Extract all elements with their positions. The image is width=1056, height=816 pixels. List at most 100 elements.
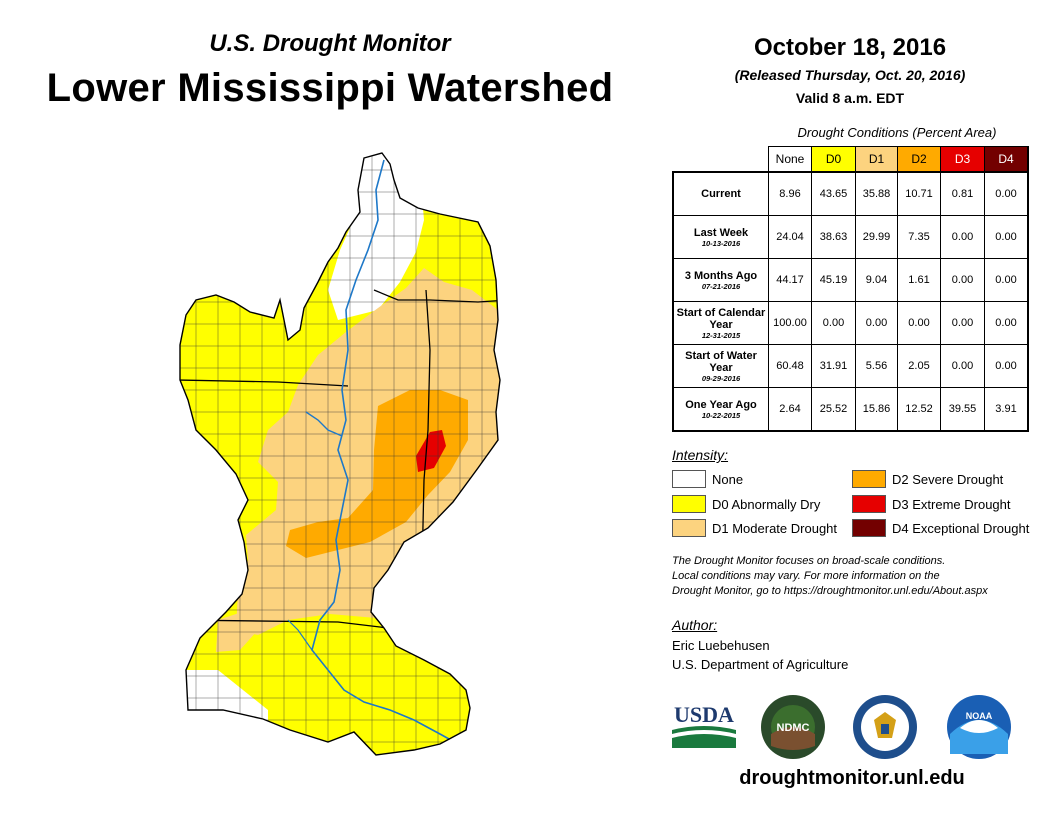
cell-d1: 5.56 (855, 344, 898, 388)
author-org: U.S. Department of Agriculture (672, 657, 849, 672)
row-label: 3 Months Ago 07-21-2016 (672, 258, 769, 302)
info-note: The Drought Monitor focuses on broad-sca… (672, 554, 1042, 599)
cell-d4: 0.00 (984, 301, 1029, 345)
cell-d0: 25.52 (811, 387, 856, 432)
legend-item-d2: D2 Severe Drought (852, 470, 1003, 488)
cell-d2: 1.61 (897, 258, 941, 302)
website-url: droughtmonitor.unl.edu (739, 767, 965, 789)
valid-time: Valid 8 a.m. EDT (795, 90, 905, 106)
arkansas-river (305, 411, 343, 437)
author-title: Author: (672, 617, 718, 633)
legend-title: Intensity: (672, 447, 729, 463)
cell-d4: 0.00 (984, 171, 1029, 216)
cell-d1: 15.86 (855, 387, 898, 432)
cell-d1: 9.04 (855, 258, 898, 302)
table-caption: Drought Conditions (Percent Area) (797, 125, 997, 140)
legend-swatch (852, 495, 886, 513)
cell-d1: 35.88 (855, 171, 898, 216)
col-d0: D0 (811, 146, 856, 173)
basin-outline (179, 152, 501, 756)
legend-item-none: None (672, 470, 743, 488)
table-row: One Year Ago 10-22-2015 2.64 25.52 15.86 … (672, 387, 1029, 432)
note-line: Local conditions may vary. For more info… (672, 570, 940, 582)
row-date: 10-13-2016 (701, 238, 741, 248)
row-label: Last Week 10-13-2016 (672, 215, 769, 259)
legend-swatch (672, 519, 706, 537)
cell-none: 100.00 (768, 301, 812, 345)
cell-none: 8.96 (768, 171, 812, 216)
cell-d1: 0.00 (855, 301, 898, 345)
legend-swatch (672, 495, 706, 513)
cell-none: 44.17 (768, 258, 812, 302)
note-line: Drought Monitor, go to https://droughtmo… (672, 585, 988, 597)
cell-d2: 12.52 (897, 387, 941, 432)
commerce-seal-icon (853, 695, 917, 759)
legend-label: D0 Abnormally Dry (712, 496, 821, 512)
map-subtitle: U.S. Drought Monitor (209, 30, 451, 57)
legend-label: D4 Exceptional Drought (892, 520, 1030, 536)
cell-d3: 0.00 (940, 301, 985, 345)
cell-d4: 0.00 (984, 215, 1029, 259)
svg-text:USDA: USDA (674, 702, 734, 727)
cell-d0: 0.00 (811, 301, 856, 345)
cell-d2: 2.05 (897, 344, 941, 388)
legend-label: D3 Extreme Drought (892, 496, 1011, 512)
row-date: 10-22-2015 (701, 410, 741, 420)
row-date: 12-31-2015 (701, 330, 741, 340)
d2-area (286, 390, 468, 558)
cell-d3: 0.81 (940, 171, 985, 216)
cell-d2: 7.35 (897, 215, 941, 259)
cell-none: 24.04 (768, 215, 812, 259)
ndmc-logo: NDMC (761, 695, 825, 759)
table-row: 3 Months Ago 07-21-2016 44.17 45.19 9.04 … (672, 258, 1029, 302)
cell-d3: 0.00 (940, 258, 985, 302)
table-row: Current 8.96 43.65 35.88 10.71 0.81 0.00 (672, 171, 1029, 216)
svg-text:NOAA: NOAA (966, 711, 993, 721)
row-label: Start of Water Year 09-29-2016 (672, 344, 769, 388)
legend-item-d3: D3 Extreme Drought (852, 495, 1011, 513)
table-corner (673, 146, 769, 173)
drought-stats-table: None D0 D1 D2 D3 D4 Current 8.96 43.65 3… (672, 146, 1029, 432)
cell-d3: 0.00 (940, 344, 985, 388)
note-line: The Drought Monitor focuses on broad-sca… (672, 555, 946, 567)
cell-d3: 39.55 (940, 387, 985, 432)
author-name: Eric Luebehusen (672, 638, 770, 653)
row-date: 07-21-2016 (701, 281, 741, 291)
d3-area (416, 430, 446, 472)
cell-none: 60.48 (768, 344, 812, 388)
legend-item-d4: D4 Exceptional Drought (852, 519, 1029, 537)
legend-label: D1 Moderate Drought (712, 520, 838, 536)
row-label: One Year Ago 10-22-2015 (672, 387, 769, 432)
map-date: October 18, 2016 (753, 34, 947, 61)
mississippi-river (311, 159, 475, 751)
cell-none: 2.64 (768, 387, 812, 432)
drought-map (179, 152, 501, 756)
col-d1: D1 (855, 146, 898, 173)
cell-d4: 0.00 (984, 258, 1029, 302)
cell-d2: 10.71 (897, 171, 941, 216)
col-none: None (768, 146, 812, 173)
row-label: Start of Calendar Year 12-31-2015 (672, 301, 769, 345)
cell-d4: 0.00 (984, 344, 1029, 388)
cell-d0: 43.65 (811, 171, 856, 216)
legend-swatch (852, 470, 886, 488)
row-date: 09-29-2016 (701, 373, 741, 383)
legend-swatch (672, 470, 706, 488)
col-d4: D4 (984, 146, 1029, 173)
legend-item-d0: D0 Abnormally Dry (672, 495, 820, 513)
legend-label: D2 Severe Drought (892, 471, 1004, 487)
cell-d4: 3.91 (984, 387, 1029, 432)
legend-item-d1: D1 Moderate Drought (672, 519, 837, 537)
release-date: (Released Thursday, Oct. 20, 2016) (734, 67, 966, 83)
table-row: Start of Water Year 09-29-2016 60.48 31.9… (672, 344, 1029, 388)
cell-d3: 0.00 (940, 215, 985, 259)
cell-d2: 0.00 (897, 301, 941, 345)
svg-text:NDMC: NDMC (777, 722, 810, 734)
red-river (287, 619, 313, 651)
noaa-logo: NOAA (947, 695, 1011, 759)
col-d2: D2 (897, 146, 941, 173)
table-row: Start of Calendar Year 12-31-2015 100.00 … (672, 301, 1029, 345)
table-row: Last Week 10-13-2016 24.04 38.63 29.99 7.… (672, 215, 1029, 259)
usda-logo: USDA (672, 702, 736, 748)
row-label: Current (672, 171, 769, 216)
